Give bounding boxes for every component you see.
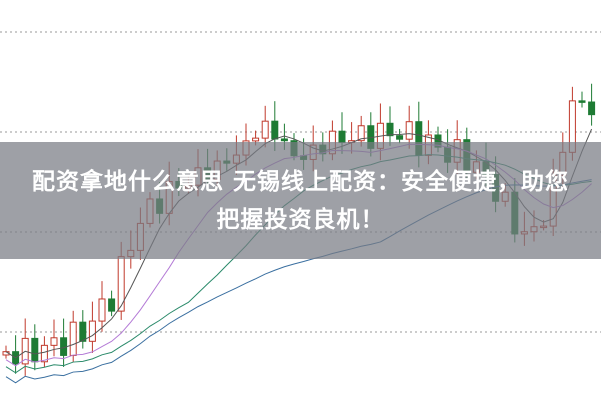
candle-body [588, 101, 596, 116]
candle-body [117, 256, 125, 312]
candle-body [88, 320, 96, 342]
candle-body [31, 337, 39, 363]
candle-body [69, 321, 77, 356]
candle-body [578, 100, 586, 103]
candle-body [98, 298, 106, 322]
candle-body [261, 120, 269, 139]
candle-body [338, 130, 346, 143]
headline-line-2: 把握投资良机！ [216, 206, 385, 233]
candle-body [50, 337, 58, 346]
candle-body [40, 344, 48, 363]
headline-line-1: 配资拿地什么意思 无锡线上配资：安全便捷，助您 [31, 168, 569, 195]
candle-body [386, 122, 394, 137]
candle-body [108, 298, 116, 312]
candle-body [357, 125, 365, 142]
candle-body [396, 135, 404, 140]
headline-banner: 配资拿地什么意思 无锡线上配资：安全便捷，助您 把握投资良机！ [0, 142, 601, 259]
candle-body [271, 120, 279, 140]
candle-body [79, 321, 87, 342]
candle-body [252, 137, 260, 142]
candle-body [280, 138, 288, 142]
candle-body [405, 121, 413, 140]
